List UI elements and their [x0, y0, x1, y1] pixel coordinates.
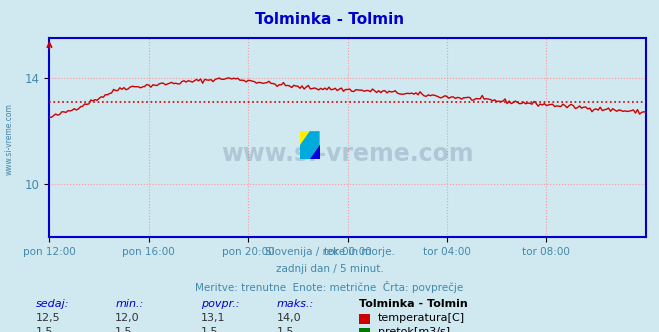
Text: povpr.:: povpr.:	[201, 299, 239, 309]
Text: 1,5: 1,5	[115, 327, 133, 332]
Text: Tolminka - Tolmin: Tolminka - Tolmin	[359, 299, 468, 309]
Text: sedaj:: sedaj:	[36, 299, 70, 309]
Text: www.si-vreme.com: www.si-vreme.com	[221, 142, 474, 166]
Text: 14,0: 14,0	[277, 313, 301, 323]
Text: zadnji dan / 5 minut.: zadnji dan / 5 minut.	[275, 264, 384, 274]
Text: 1,5: 1,5	[201, 327, 219, 332]
Text: www.si-vreme.com: www.si-vreme.com	[5, 104, 14, 175]
Bar	[300, 131, 310, 145]
Text: temperatura[C]: temperatura[C]	[378, 313, 465, 323]
Text: 13,1: 13,1	[201, 313, 225, 323]
Text: 12,0: 12,0	[115, 313, 140, 323]
Text: 1,5: 1,5	[36, 327, 54, 332]
Text: Slovenija / reke in morje.: Slovenija / reke in morje.	[264, 247, 395, 257]
Text: pretok[m3/s]: pretok[m3/s]	[378, 327, 449, 332]
Text: Tolminka - Tolmin: Tolminka - Tolmin	[255, 12, 404, 27]
Text: 12,5: 12,5	[36, 313, 61, 323]
Text: min.:: min.:	[115, 299, 144, 309]
Text: maks.:: maks.:	[277, 299, 314, 309]
Text: Meritve: trenutne  Enote: metrične  Črta: povprečje: Meritve: trenutne Enote: metrične Črta: …	[195, 281, 464, 292]
Polygon shape	[300, 131, 320, 159]
Text: 1,5: 1,5	[277, 327, 295, 332]
Bar	[310, 145, 320, 159]
